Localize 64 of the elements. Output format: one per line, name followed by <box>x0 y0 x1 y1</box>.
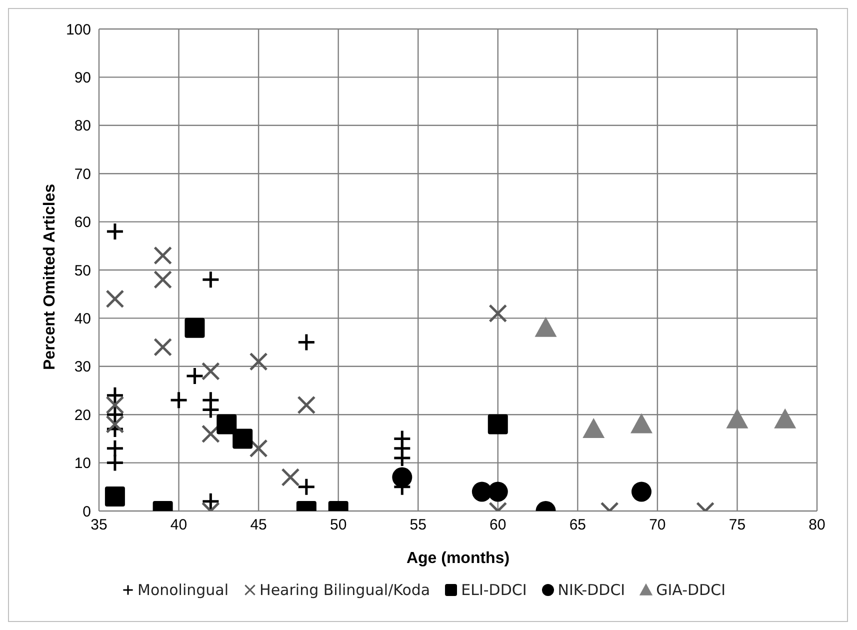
x-tick-label: 65 <box>569 516 586 534</box>
legend-label: GIA-DDCI <box>656 581 726 599</box>
x-tick-label: 50 <box>330 516 347 534</box>
point <box>631 482 652 502</box>
y-axis-title: Percent Omitted Articles <box>42 184 59 370</box>
point <box>185 366 204 386</box>
y-tick-label: 40 <box>74 310 91 328</box>
point <box>106 222 124 241</box>
point <box>582 418 605 438</box>
point <box>534 316 557 337</box>
point <box>232 428 253 449</box>
point <box>201 424 220 444</box>
x-tick-label: 75 <box>728 516 746 534</box>
legend-label: Monolingual <box>138 581 229 599</box>
y-tick-label: 10 <box>74 455 91 472</box>
x-axis-title: Age (months) <box>406 550 510 567</box>
y-tick-label: 50 <box>74 262 91 280</box>
point <box>488 482 508 502</box>
x-tick-label: 55 <box>410 516 426 534</box>
y-tick-label: 100 <box>66 21 91 38</box>
point <box>630 413 652 434</box>
point <box>488 414 508 434</box>
point <box>216 414 237 434</box>
x-tick-label: 80 <box>808 516 826 534</box>
x-tick-label: 40 <box>170 516 188 534</box>
point <box>170 390 188 410</box>
point <box>392 467 412 488</box>
point <box>774 408 796 428</box>
point <box>249 352 268 371</box>
point <box>104 486 125 507</box>
point <box>297 396 316 414</box>
point <box>184 318 205 338</box>
legend-label: NIK-DDCI <box>558 581 626 599</box>
point <box>154 338 172 356</box>
x-tick-label: 70 <box>649 516 666 534</box>
point <box>154 270 172 289</box>
legend-label: ELI-DDCI <box>461 581 527 599</box>
point <box>488 304 508 323</box>
point <box>201 270 220 289</box>
y-tick-label: 20 <box>74 406 91 424</box>
point <box>726 408 748 428</box>
x-tick-label: 60 <box>490 516 506 534</box>
point <box>297 478 316 496</box>
point <box>106 454 124 472</box>
point <box>392 448 412 468</box>
point <box>201 492 220 511</box>
y-tick-label: 70 <box>74 166 91 183</box>
y-tick-label: 90 <box>74 70 91 87</box>
point <box>154 246 172 265</box>
x-tick-label: 35 <box>90 516 108 534</box>
y-tick-label: 30 <box>74 358 91 376</box>
point <box>249 439 268 458</box>
y-tick-label: 80 <box>74 118 91 135</box>
point <box>201 400 220 420</box>
point <box>201 362 220 380</box>
point <box>297 333 316 352</box>
x-tick-label: 45 <box>250 516 267 534</box>
point <box>106 290 124 308</box>
y-tick-label: 0 <box>82 503 91 520</box>
point <box>106 439 124 458</box>
point <box>106 386 124 405</box>
legend-label: Hearing Bilingual/Koda <box>260 581 430 599</box>
point <box>281 468 300 487</box>
y-tick-label: 60 <box>74 214 91 232</box>
